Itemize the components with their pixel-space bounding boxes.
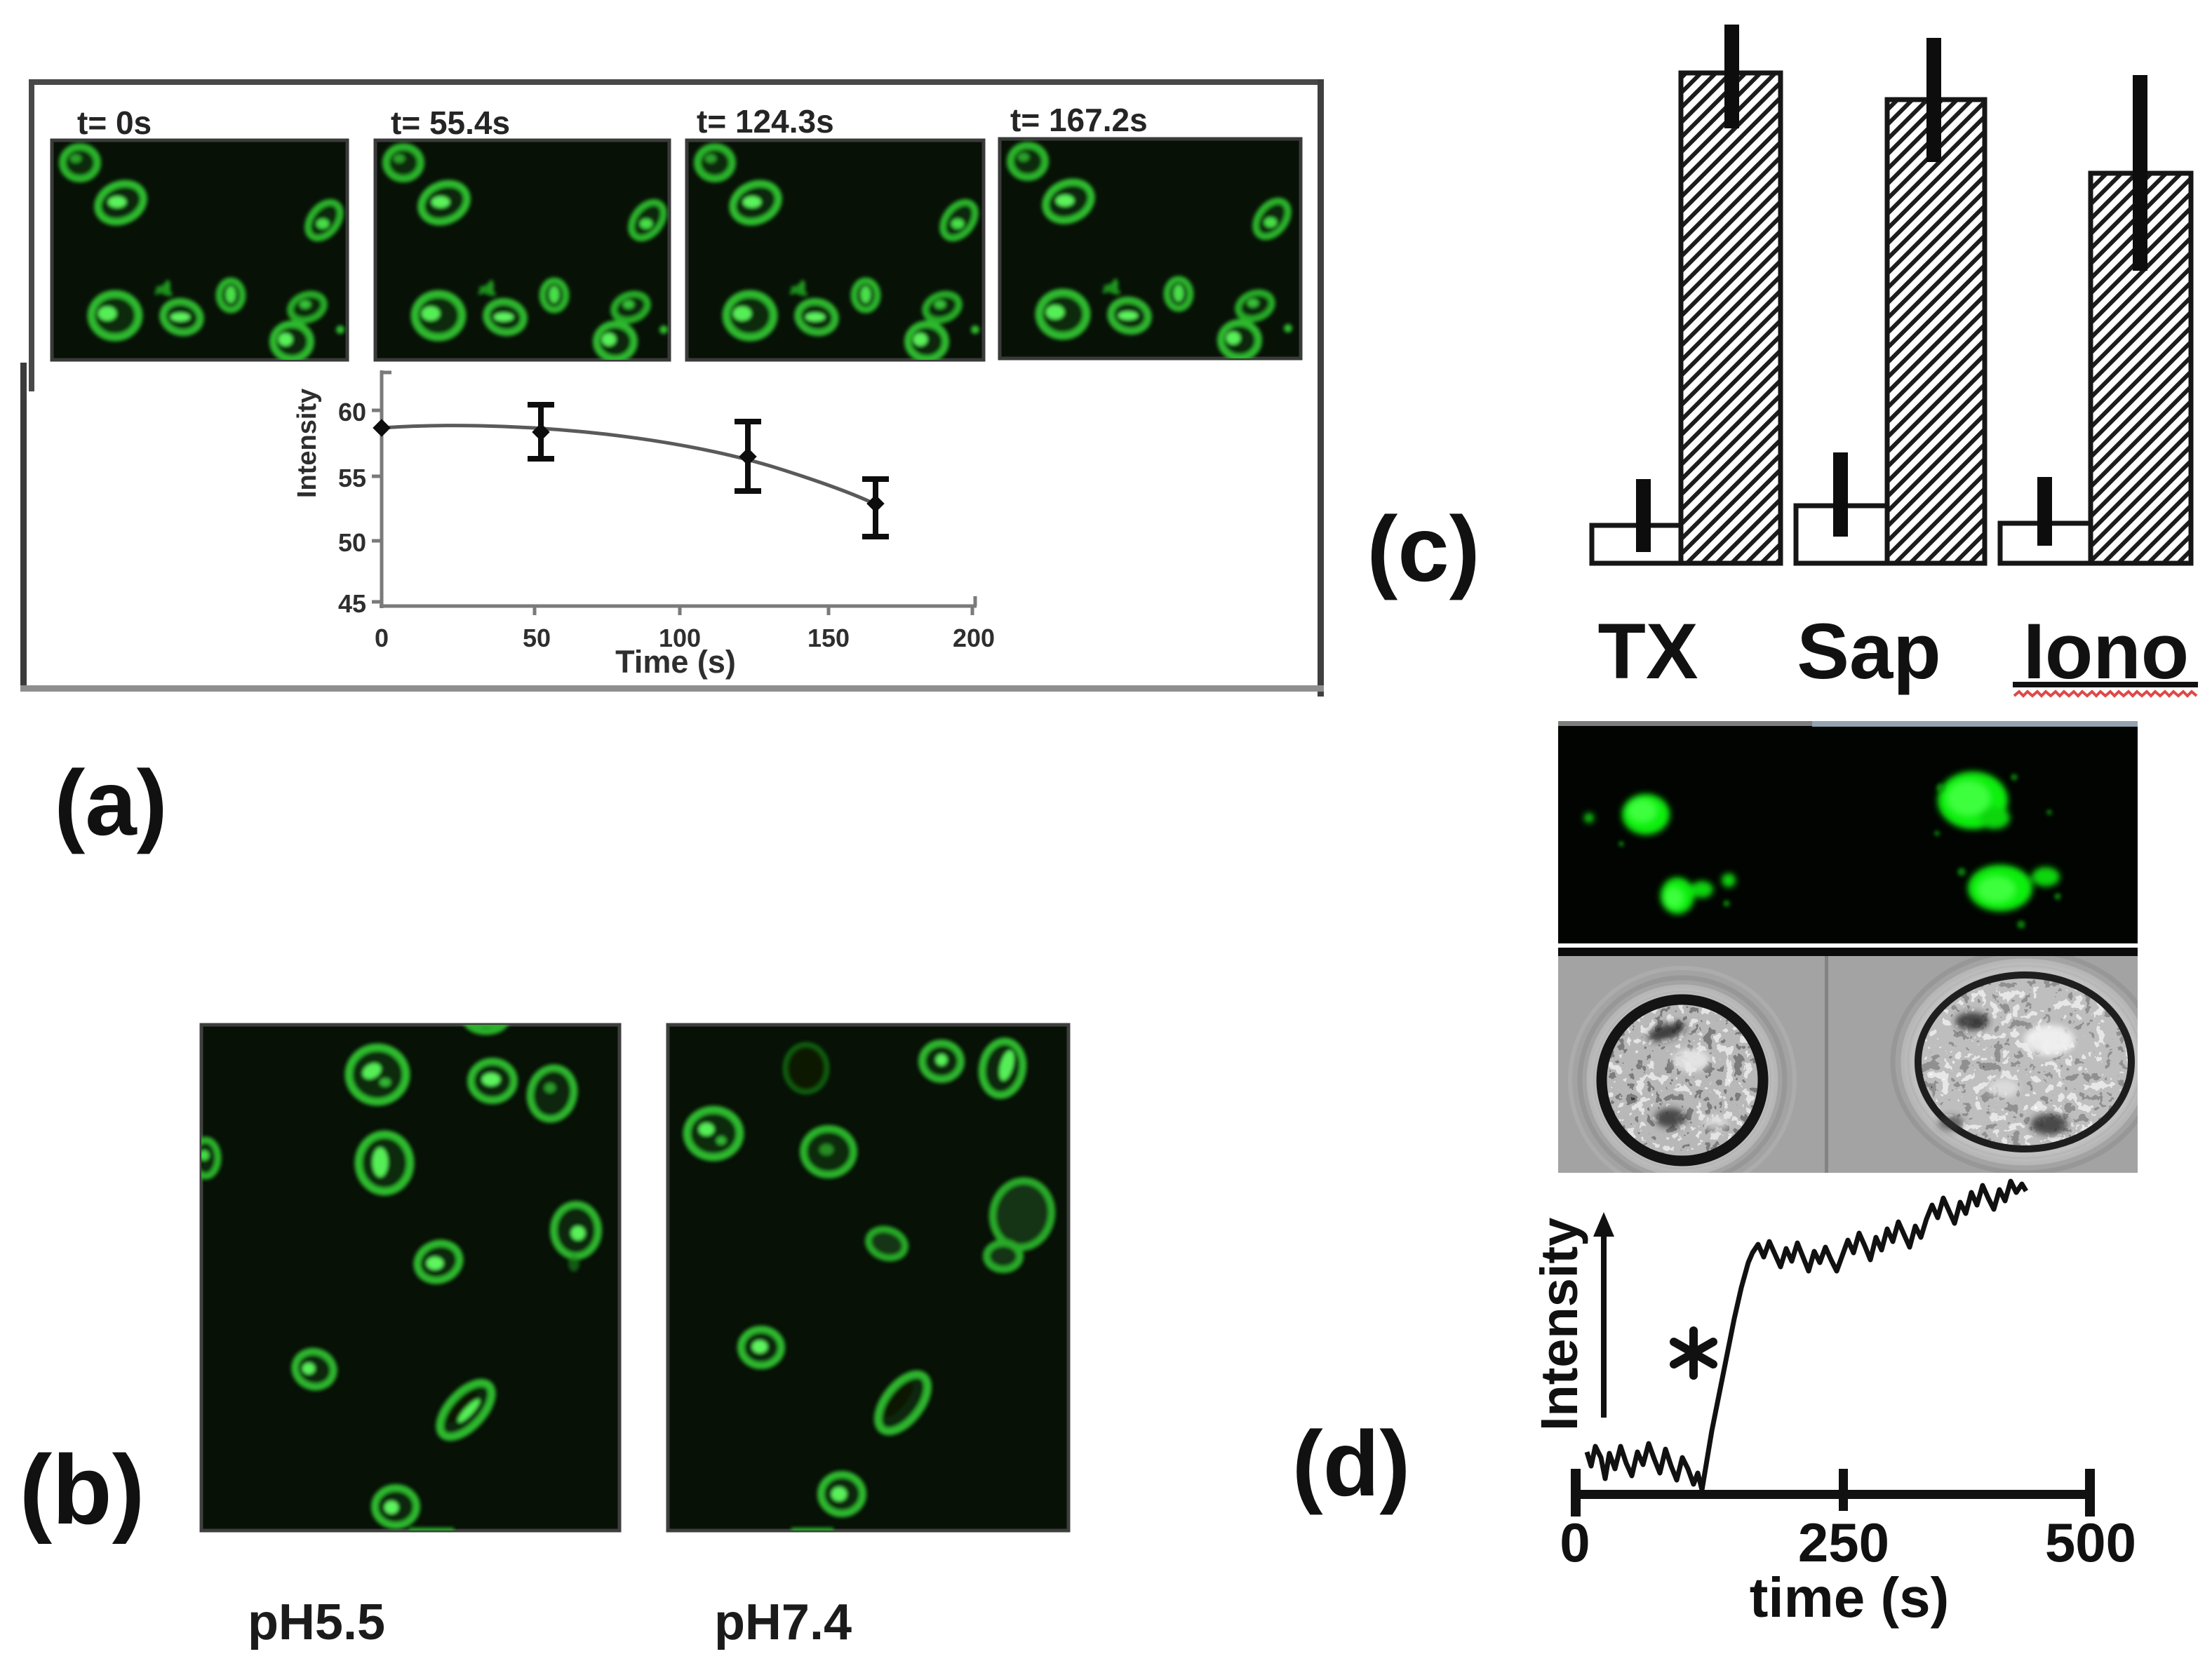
svg-text:Sap: Sap	[1797, 607, 1940, 695]
svg-text:pH5.5: pH5.5	[248, 1594, 385, 1650]
svg-text:t= 167.2s: t= 167.2s	[1010, 102, 1148, 138]
svg-text:50: 50	[338, 528, 366, 557]
svg-text:t= 55.4s: t= 55.4s	[391, 105, 510, 141]
svg-text:500: 500	[2045, 1512, 2136, 1573]
svg-text:55: 55	[338, 464, 366, 492]
svg-text:(b): (b)	[20, 1434, 145, 1545]
svg-text:200: 200	[953, 624, 995, 652]
svg-text:TX: TX	[1597, 607, 1698, 695]
svg-text:250: 250	[1798, 1512, 1889, 1573]
svg-text:Intensity: Intensity	[293, 389, 322, 498]
svg-text:(c): (c)	[1367, 497, 1480, 600]
svg-text:Iono: Iono	[2023, 607, 2189, 695]
svg-text:(d): (d)	[1292, 1412, 1411, 1515]
svg-text:pH7.4: pH7.4	[714, 1594, 852, 1650]
svg-text:50: 50	[523, 624, 551, 652]
svg-text:150: 150	[807, 624, 850, 652]
svg-text:t= 0s: t= 0s	[77, 105, 152, 141]
svg-text:45: 45	[338, 589, 366, 618]
svg-text:60: 60	[338, 398, 366, 426]
svg-text:t= 124.3s: t= 124.3s	[697, 103, 834, 140]
svg-text:(a): (a)	[54, 751, 167, 854]
svg-text:Intensity: Intensity	[1530, 1218, 1588, 1431]
svg-text:time (s): time (s)	[1750, 1566, 1950, 1629]
svg-text:0: 0	[1560, 1512, 1590, 1573]
svg-text:100: 100	[659, 624, 701, 652]
svg-text:Time (s): Time (s)	[615, 644, 736, 680]
svg-text:0: 0	[375, 624, 389, 652]
